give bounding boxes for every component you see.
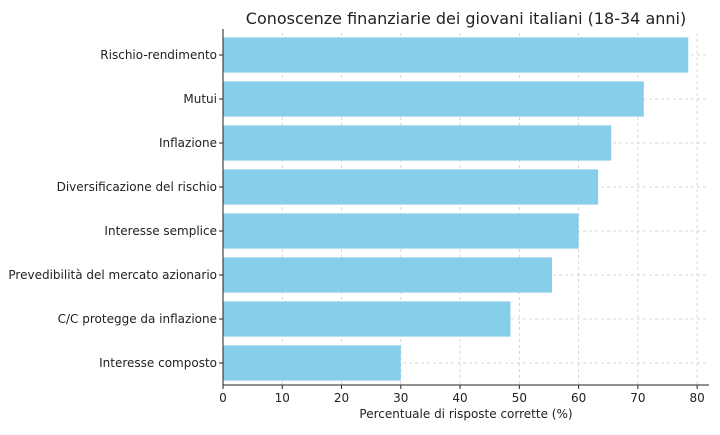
bar: [223, 301, 511, 337]
y-tick-label: Prevedibilità del mercato azionario: [8, 268, 217, 282]
y-tick-label: Interesse semplice: [104, 224, 217, 238]
x-tick-label: 50: [512, 391, 527, 405]
y-tick-label: C/C protegge da inflazione: [58, 312, 217, 326]
x-tick-label: 80: [690, 391, 705, 405]
bars: [223, 37, 689, 381]
axes: [222, 29, 709, 386]
bar: [223, 37, 689, 73]
bar: [223, 125, 612, 161]
x-tick-label: 0: [219, 391, 227, 405]
bar: [223, 169, 599, 205]
bar: [223, 345, 401, 381]
x-tick-label: 60: [571, 391, 586, 405]
x-tick-label: 10: [275, 391, 290, 405]
y-tick-label: Rischio-rendimento: [100, 48, 217, 62]
bar: [223, 213, 579, 249]
y-tick-label: Mutui: [183, 92, 217, 106]
x-tick-label: 40: [452, 391, 467, 405]
bar: [223, 257, 552, 293]
x-tick-label: 30: [393, 391, 408, 405]
chart-title: Conoscenze finanziarie dei giovani itali…: [246, 9, 686, 28]
x-tick-label: 20: [334, 391, 349, 405]
y-tick-label: Inflazione: [159, 136, 217, 150]
y-tick-label: Diversificazione del rischio: [57, 180, 217, 194]
x-axis-label: Percentuale di risposte corrette (%): [359, 407, 572, 421]
y-tick-labels: Rischio-rendimento Mutui Inflazione Diversi…: [8, 48, 223, 370]
y-tick-label: Interesse composto: [99, 356, 217, 370]
x-tick-label: 70: [630, 391, 645, 405]
x-tick-labels: 0 10 20 30 40 50 60 70 80: [219, 385, 705, 405]
bar: [223, 81, 644, 117]
